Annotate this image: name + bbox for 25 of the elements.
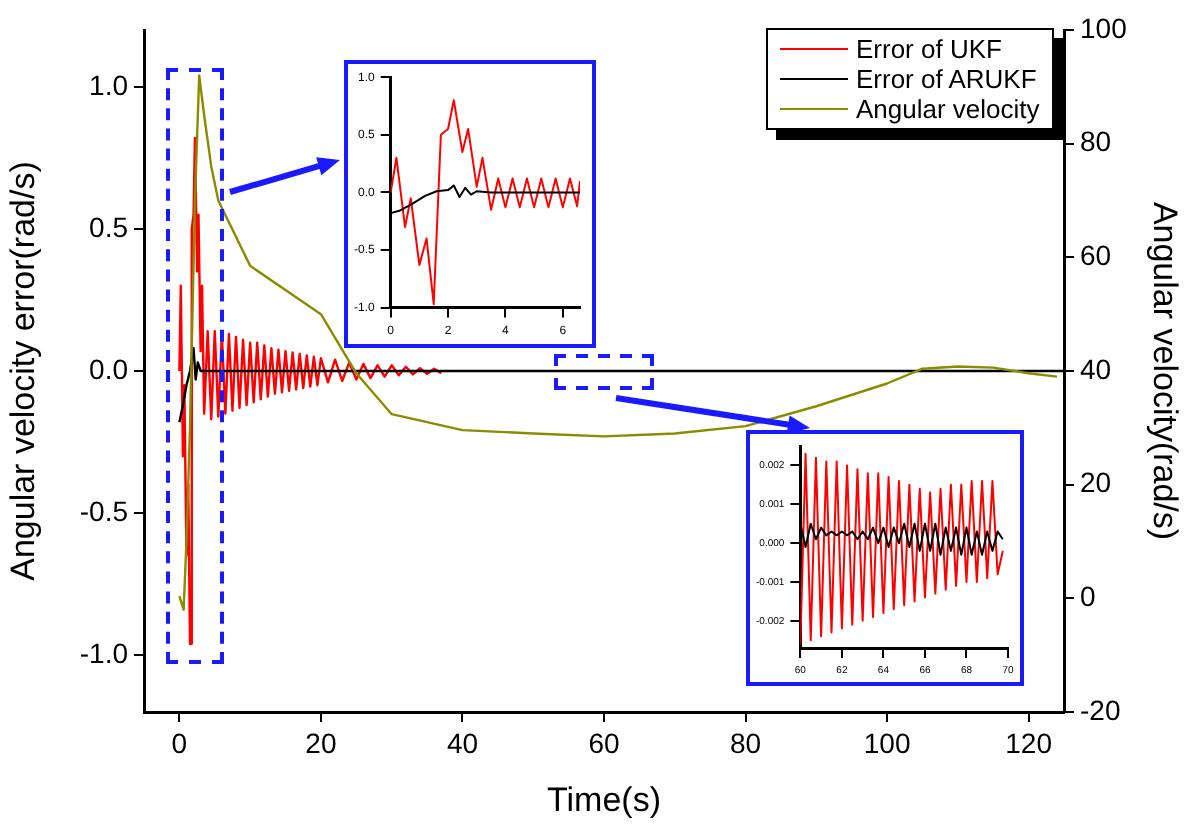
legend-label: Error of UKF: [856, 34, 1002, 64]
y2-tick-label: 100: [1080, 11, 1128, 44]
y2-tick-label: 80: [1080, 125, 1112, 158]
x-tick-label: 60: [588, 726, 620, 759]
y-tick-label: -0.5: [79, 494, 129, 527]
x-axis-title: Time(s): [547, 780, 661, 819]
x-tick-label: 100: [863, 726, 911, 759]
y2-tick-label: 0: [1080, 580, 1096, 613]
y-tick-label: 1.0: [89, 68, 129, 101]
y-tick-label: 0.0: [89, 352, 129, 385]
y-axis-title: Angular velocity error(rad/s): [3, 161, 42, 581]
y-tick-label: 0.5: [89, 210, 129, 243]
legend-label: Error of ARUKF: [856, 64, 1037, 94]
y2-tick-label: 40: [1080, 352, 1112, 385]
legend-label: Angular velocity: [856, 94, 1040, 124]
x-tick-label: 120: [1005, 726, 1053, 759]
x-tick-label: 0: [171, 726, 188, 759]
y2-tick-label: 20: [1080, 466, 1112, 499]
y2-axis-title: Angular velocity(rad/s): [1146, 201, 1185, 541]
x-tick-label: 40: [446, 726, 479, 759]
x-tick-label: 20: [305, 726, 337, 759]
y2-tick-label: -20: [1080, 693, 1121, 726]
y2-tick-label: 60: [1080, 239, 1112, 272]
y-tick-label: -1.0: [79, 636, 129, 669]
x-tick-label: 80: [729, 726, 762, 759]
